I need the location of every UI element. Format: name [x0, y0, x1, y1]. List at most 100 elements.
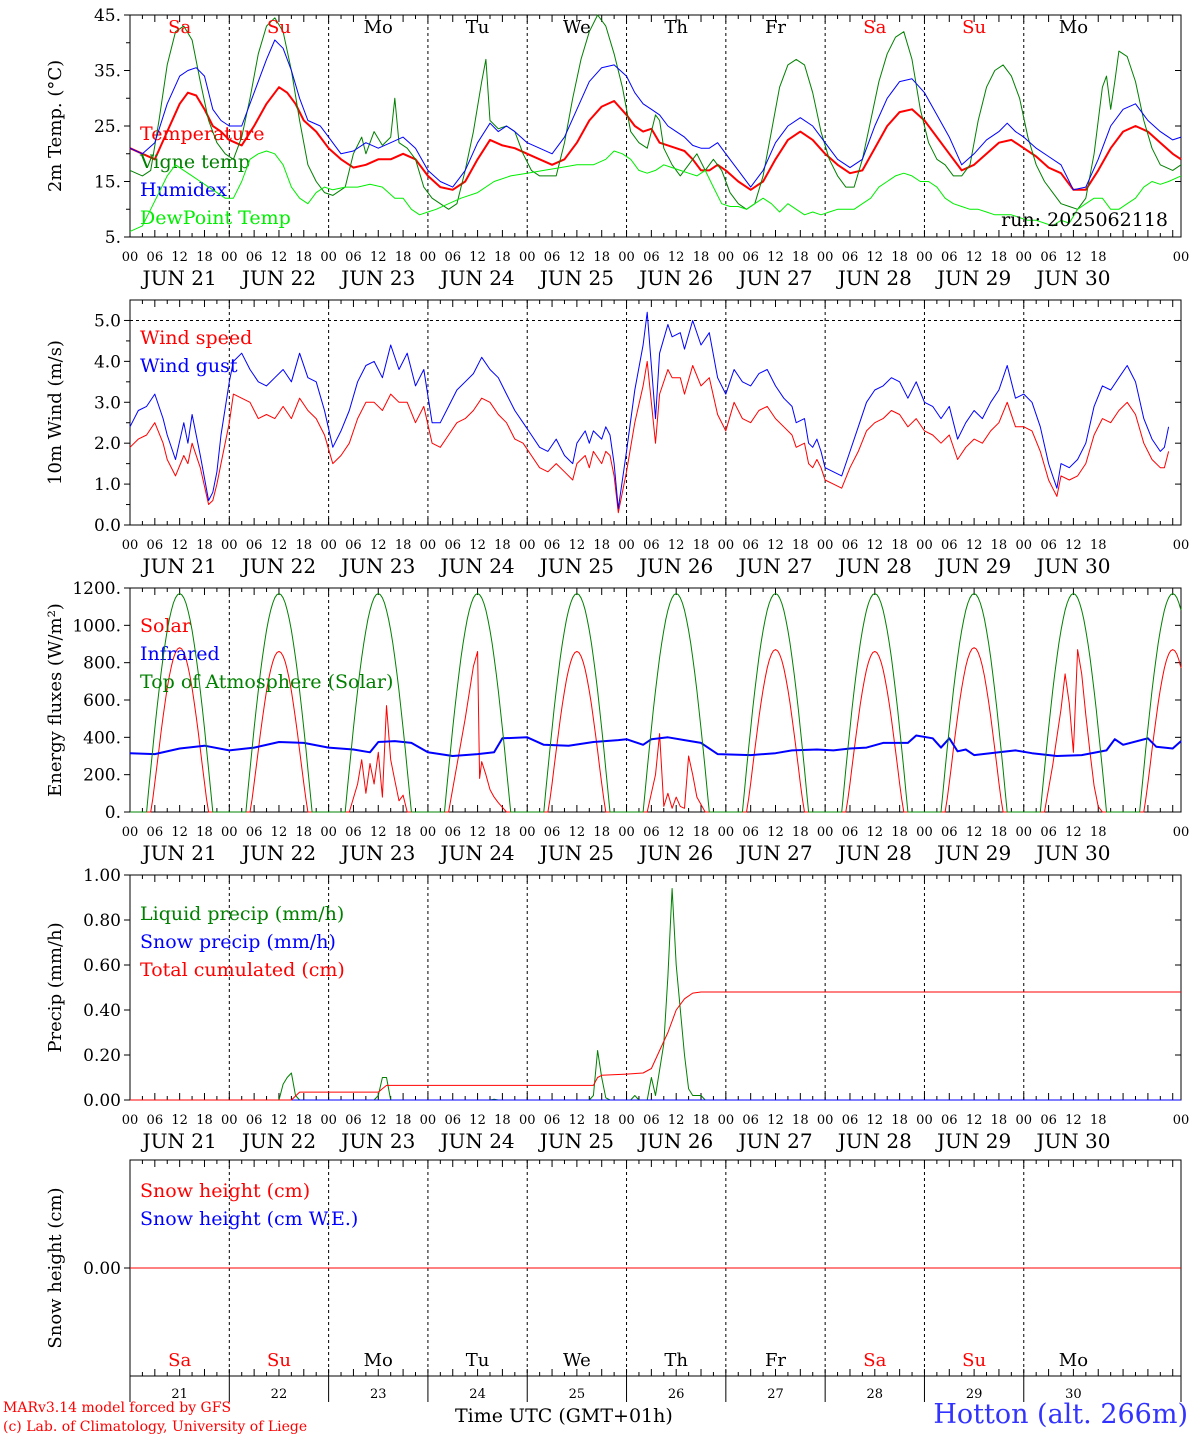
- snow-day-label: Fr: [765, 1350, 786, 1371]
- wind-frame: [129, 299, 1182, 526]
- temperature-hour-tick-label: 18: [395, 250, 412, 265]
- temperature-hour-tick-label: 18: [891, 250, 908, 265]
- wind-hour-tick-label: 12: [1065, 538, 1082, 553]
- precip-hour-tick-label: 00: [1015, 1113, 1032, 1128]
- energy-y-tick-label: 600.: [83, 691, 121, 711]
- energy-hour-tick-label: 06: [643, 825, 660, 840]
- precip-hour-tick-label: 06: [1040, 1113, 1057, 1128]
- wind-hour-tick-label: 18: [593, 538, 610, 553]
- snow-day-number: 27: [767, 1387, 784, 1402]
- precip-hour-tick-label: 12: [171, 1113, 188, 1128]
- wind-hour-tick-label: 18: [296, 538, 313, 553]
- energy-y-axis-title: Energy fluxes (W/m²): [45, 603, 66, 797]
- precip-hour-tick-label: 00: [519, 1113, 536, 1128]
- wind-y-tick-label: 2.0: [94, 434, 121, 454]
- wind-date-label: JUN 24: [438, 554, 514, 578]
- energy-hour-tick-label: 12: [171, 825, 188, 840]
- temperature-hour-tick-label: 12: [1065, 250, 1082, 265]
- energy-date-label: JUN 23: [339, 841, 415, 865]
- precip-hour-tick-label: 12: [469, 1113, 486, 1128]
- temperature-hour-tick-label: 00: [320, 250, 337, 265]
- temperature-hour-tick-label: 12: [171, 250, 188, 265]
- energy-hour-tick-label: 18: [494, 825, 511, 840]
- precip-hour-tick-label: 18: [792, 1113, 809, 1128]
- energy-date-label: JUN 22: [240, 841, 316, 865]
- wind-hour-tick-label: 18: [991, 538, 1008, 553]
- energy-y-tick-label: 800.: [83, 654, 121, 674]
- precip-hour-tick-label: 00: [817, 1113, 834, 1128]
- temperature-date-label: JUN 29: [935, 266, 1011, 290]
- wind-date-label: JUN 29: [935, 554, 1011, 578]
- temperature-day-label: Tu: [466, 17, 490, 38]
- wind-date-label: JUN 23: [339, 554, 415, 578]
- wind-hour-tick-label: 06: [742, 538, 759, 553]
- temperature-hour-tick-label: 18: [494, 250, 511, 265]
- precip-date-label: JUN 23: [339, 1129, 415, 1153]
- precip-hour-tick-label: 00: [916, 1113, 933, 1128]
- energy-hour-tick-label: 00: [320, 825, 337, 840]
- temperature-hour-tick-label: 12: [767, 250, 784, 265]
- energy-hour-tick-label: 12: [767, 825, 784, 840]
- temperature-hour-tick-label: 00: [122, 250, 139, 265]
- wind-date-label: JUN 30: [1034, 554, 1110, 578]
- temperature-y-tick-label: 25.: [94, 117, 121, 137]
- precip-hour-tick-label: 18: [196, 1113, 213, 1128]
- energy-hour-tick-label: 12: [966, 825, 983, 840]
- precip-hour-tick-label: 06: [643, 1113, 660, 1128]
- precip-y-tick-label: 1.00: [83, 866, 121, 886]
- precip-hour-tick-label: 12: [1065, 1113, 1082, 1128]
- wind-hour-tick-label: 00: [221, 538, 238, 553]
- temperature-hour-tick-label: 06: [147, 250, 164, 265]
- wind-hour-tick-label: 12: [668, 538, 685, 553]
- temperature-day-label: Sa: [168, 17, 191, 38]
- wind-date-label: JUN 27: [736, 554, 812, 578]
- time-axis-title: Time UTC (GMT+01h): [455, 1405, 673, 1427]
- temperature-series-humidex: [129, 39, 1182, 191]
- lab-credit: (c) Lab. of Climatology, University of L…: [3, 1419, 308, 1435]
- temperature-series-temperature: [129, 86, 1182, 191]
- precip-hour-tick-label: 18: [693, 1113, 710, 1128]
- temperature-series-vigne-temp: [129, 14, 1182, 210]
- temperature-hour-tick-label: 00: [817, 250, 834, 265]
- precip-legend-snow-precip-mm-h: Snow precip (mm/h): [140, 931, 336, 953]
- snow-day-label: Su: [267, 1350, 291, 1371]
- wind-hour-tick-label: 06: [1040, 538, 1057, 553]
- precip-hour-tick-label: 00: [718, 1113, 735, 1128]
- snow-legend-snow-height-cm-w-e: Snow height (cm W.E.): [140, 1208, 358, 1230]
- snow-day-number: 21: [171, 1387, 188, 1402]
- temperature-hour-tick-label: 18: [296, 250, 313, 265]
- precip-legend-total-cumulated-cm: Total cumulated (cm): [140, 959, 345, 981]
- temperature-hour-tick-label: 06: [742, 250, 759, 265]
- snow-day-number: 29: [966, 1387, 983, 1402]
- wind-hour-tick-label: 06: [246, 538, 263, 553]
- energy-legend-top-of-atmosphere-solar: Top of Atmosphere (Solar): [140, 671, 393, 693]
- energy-hour-tick-label: 00: [718, 825, 735, 840]
- wind-hour-tick-label-end: 00: [1173, 538, 1190, 553]
- temperature-y-tick-label: 45.: [94, 6, 121, 26]
- wind-hour-tick-label: 06: [842, 538, 859, 553]
- wind-hour-tick-label: 00: [718, 538, 735, 553]
- precip-hour-tick-label: 00: [221, 1113, 238, 1128]
- wind-hour-tick-label: 06: [345, 538, 362, 553]
- energy-hour-tick-label: 06: [1040, 825, 1057, 840]
- precip-date-label: JUN 27: [736, 1129, 812, 1153]
- temperature-hour-tick-label: 18: [991, 250, 1008, 265]
- precip-y-tick-label: 0.40: [83, 1001, 121, 1021]
- energy-hour-tick-label: 06: [345, 825, 362, 840]
- energy-hour-tick-label: 12: [271, 825, 288, 840]
- snow-legend-snow-height-cm: Snow height (cm): [140, 1180, 310, 1202]
- energy-hour-tick-label: 12: [867, 825, 884, 840]
- precip-hour-tick-label: 18: [1090, 1113, 1107, 1128]
- temperature-day-label: Fr: [765, 17, 786, 38]
- energy-hour-tick-label: 12: [1065, 825, 1082, 840]
- energy-series-infrared: [129, 734, 1182, 757]
- snow-day-label: Tu: [466, 1350, 490, 1371]
- snow-day-label: Sa: [863, 1350, 886, 1371]
- snow-day-number: 22: [271, 1387, 288, 1402]
- wind-hour-tick-label: 00: [420, 538, 437, 553]
- wind-hour-tick-label: 06: [643, 538, 660, 553]
- temperature-hour-tick-label: 06: [544, 250, 561, 265]
- temperature-legend-vigne-temp: Vigne temp: [139, 151, 250, 173]
- precip-hour-tick-label: 18: [991, 1113, 1008, 1128]
- temperature-hour-tick-label: 00: [420, 250, 437, 265]
